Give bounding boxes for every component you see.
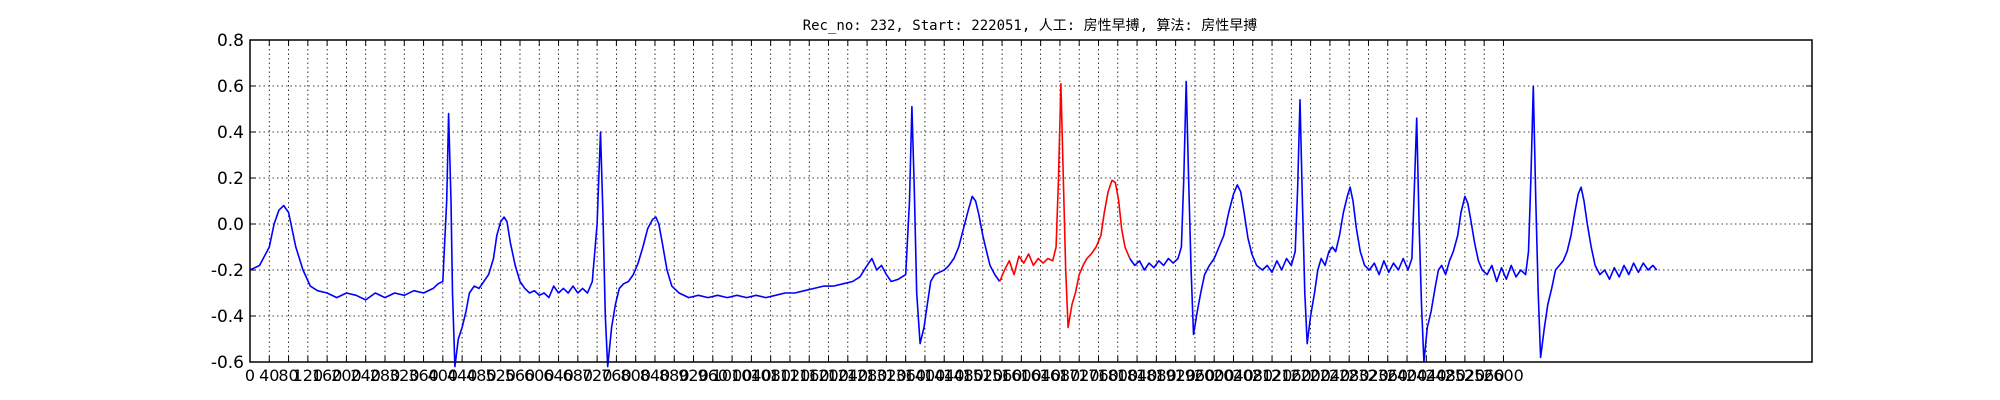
x-tick-label: 280: [370, 366, 401, 385]
x-tick-label: 160: [312, 366, 343, 385]
x-tick-label: 240: [350, 366, 381, 385]
y-tick-label: -0.2: [211, 261, 244, 281]
x-tick-label: 1640: [1020, 366, 1061, 385]
x-tick-label: 2360: [1367, 366, 1408, 385]
grid-lines: [250, 40, 1812, 362]
plot-frame: [249, 39, 1813, 363]
x-tick-label: 1880: [1136, 366, 1177, 385]
x-tick-label: 1040: [731, 366, 772, 385]
series-line-2: [1129, 80, 1658, 363]
y-tick-label: -0.4: [211, 307, 244, 327]
y-tick-label: 0.4: [217, 123, 244, 143]
x-tick-label: 2440: [1406, 366, 1447, 385]
y-tick-label: 0.8: [217, 31, 244, 51]
x-tick-label: 320: [389, 366, 420, 385]
x-tick-label: 2120: [1252, 366, 1293, 385]
x-tick-label: 680: [563, 366, 594, 385]
x-tick-label: 1520: [962, 366, 1003, 385]
x-tick-label: 1120: [770, 366, 811, 385]
x-tick-label: 1320: [866, 366, 907, 385]
x-tick-label: 800: [620, 366, 651, 385]
y-tick-label: 0.0: [217, 215, 244, 235]
x-tick-label: 1080: [750, 366, 791, 385]
x-tick-label: 440: [447, 366, 478, 385]
x-tick-label: 720: [582, 366, 613, 385]
x-tick-label: 840: [640, 366, 671, 385]
x-tick-label: 2600: [1483, 366, 1524, 385]
x-tick-label: 2520: [1445, 366, 1486, 385]
x-tick-label: 1800: [1097, 366, 1138, 385]
x-tick-label: 360: [408, 366, 439, 385]
x-tick-label: 2040: [1213, 366, 1254, 385]
y-tick-label: 0.2: [217, 169, 244, 189]
x-tick-label: 520: [485, 366, 516, 385]
x-tick-label: 1680: [1040, 366, 1081, 385]
x-axis: 0 408012016020024028032036040044048052056…: [245, 40, 1524, 385]
y-axis: -0.6 -0.4 -0.2 0.0 0.2 0.4 0.6 0.8: [211, 31, 1812, 373]
x-tick-label: 40: [259, 366, 279, 385]
x-tick-label: 1760: [1078, 366, 1119, 385]
x-tick-label: 560: [505, 366, 536, 385]
chart-title: Rec_no: 232, Start: 222051, 人工: 房性早搏, 算法…: [803, 17, 1258, 34]
x-tick-label: 480: [466, 366, 497, 385]
x-tick-label: 2200: [1290, 366, 1331, 385]
x-tick-label: 2080: [1232, 366, 1273, 385]
x-tick-label: 2320: [1348, 366, 1389, 385]
x-tick-label: 640: [543, 366, 574, 385]
x-tick-label: 2480: [1425, 366, 1466, 385]
x-tick-label: 2560: [1464, 366, 1505, 385]
x-tick-label: 400: [428, 366, 459, 385]
x-tick-label: 1960: [1175, 366, 1216, 385]
x-tick-label: 1720: [1059, 366, 1100, 385]
x-tick-label: 2000: [1194, 366, 1235, 385]
series-line-1: [998, 82, 1131, 329]
x-tick-label: 2280: [1329, 366, 1370, 385]
x-tick-label: 1920: [1155, 366, 1196, 385]
x-tick-label: 600: [524, 366, 555, 385]
x-tick-label: 1400: [905, 366, 946, 385]
x-tick-label: 2400: [1387, 366, 1428, 385]
series-line-0: [249, 105, 1001, 368]
x-tick-label: 1840: [1117, 366, 1158, 385]
x-tick-label: 0: [245, 366, 255, 385]
x-tick-label: 1160: [789, 366, 830, 385]
x-tick-label: 120: [293, 366, 324, 385]
x-tick-label: 2240: [1310, 366, 1351, 385]
x-tick-label: 1480: [943, 366, 984, 385]
series-group: [249, 80, 1658, 368]
x-tick-label: 2160: [1271, 366, 1312, 385]
x-tick-label: 1200: [808, 366, 849, 385]
x-tick-label: 960: [698, 366, 729, 385]
x-tick-label: 880: [659, 366, 690, 385]
x-tick-label: 80: [278, 366, 298, 385]
x-tick-label: 1560: [982, 366, 1023, 385]
x-tick-label: 1240: [827, 366, 868, 385]
x-tick-label: 1000: [712, 366, 753, 385]
x-tick-label: 760: [601, 366, 632, 385]
x-tick-label: 200: [331, 366, 362, 385]
x-tick-label: 1360: [885, 366, 926, 385]
x-tick-label: 1600: [1001, 366, 1042, 385]
x-tick-label: 1280: [847, 366, 888, 385]
x-tick-label: 1440: [924, 366, 965, 385]
y-tick-label: -0.6: [211, 353, 244, 373]
x-tick-label: 920: [678, 366, 709, 385]
y-tick-label: 0.6: [217, 77, 244, 97]
